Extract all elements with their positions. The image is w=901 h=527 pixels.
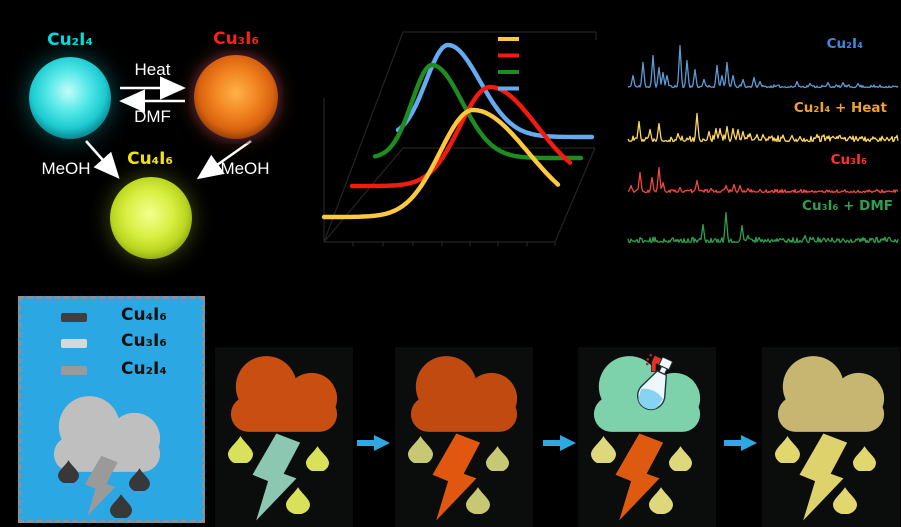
weather-icon-1: [228, 356, 338, 521]
scheme-arrows: [85, 76, 252, 180]
emission-spectra-chart: [321, 31, 597, 246]
cloud-shape: [230, 356, 338, 432]
label-cu2i4: Cu₂I₄: [47, 30, 93, 50]
spectra-3d-frame: [323, 31, 597, 246]
raindrop: [306, 446, 329, 471]
meoh-right-arrow: [196, 139, 252, 180]
raindrop: [286, 487, 310, 514]
weather-panel-2: [395, 347, 533, 527]
sequence-arrow-1: [357, 435, 390, 451]
vial-photo-cu4i6: [110, 177, 192, 259]
raindrop: [591, 436, 616, 463]
pxrd-label-cu3i6: Cu₃I₆: [830, 152, 867, 168]
legend-label-cu3i6: Cu₃I₆: [121, 331, 167, 351]
pxrd-traces: [627, 44, 899, 244]
meoh-left-arrow: [85, 140, 120, 179]
label-cu3i6: Cu₃I₆: [213, 29, 259, 49]
weather-legend-panel: Cu₄I₆ Cu₃I₆ Cu₂I₄: [18, 296, 205, 523]
raindrop: [669, 446, 692, 471]
pxrd-label-cu3i6-dmf: Cu₃I₆ + DMF: [802, 198, 893, 214]
transformation-scheme-panel: Cu₂I₄ Cu₃I₆ Cu₄I₆ Heat DMF MeOH MeOH: [0, 0, 300, 290]
weather-panel-3: [578, 347, 716, 527]
raindrop: [466, 487, 490, 514]
sequence-arrow-2: [543, 435, 576, 451]
weather-panel-1: [215, 347, 353, 527]
raindrop: [775, 436, 800, 463]
spectra-curves: [321, 42, 595, 220]
weather-panel-4: [762, 347, 900, 527]
raindrop: [853, 446, 876, 471]
pxrd-label-cu2i4-heat: Cu₂I₄ + Heat: [793, 100, 887, 116]
label-cu4i6: Cu₄I₆: [127, 149, 173, 169]
raindrop: [649, 487, 673, 514]
weather-icon-2: [408, 356, 518, 521]
weather-icon-3: [591, 351, 701, 521]
meoh-left-label: MeOH: [41, 159, 91, 178]
legend-weather-pictogram: [53, 396, 161, 518]
swatch-cu2i4: [61, 366, 87, 375]
sequence-arrow-3: [724, 435, 757, 451]
swatch-cu3i6: [61, 339, 87, 348]
x-axis-ticks: [352, 242, 556, 246]
meoh-right-label: MeOH: [220, 159, 270, 178]
cloud-shape: [410, 356, 518, 432]
heat-label: Heat: [134, 60, 171, 79]
legend-label-cu2i4: Cu₂I₄: [121, 359, 167, 379]
vial-photo-cu2i4: [29, 57, 111, 139]
raindrop: [486, 446, 509, 471]
swatch-cu4i6: [61, 313, 87, 322]
pxrd-label-cu2i4: Cu₂I₄: [826, 36, 863, 52]
raindrop: [228, 436, 253, 463]
cloud-shape: [777, 356, 885, 432]
weather-icon-4: [775, 356, 885, 521]
raindrop: [833, 487, 857, 514]
dmf-label: DMF: [134, 107, 171, 126]
raindrop: [408, 436, 433, 463]
legend-label-cu4i6: Cu₄I₆: [121, 305, 167, 325]
pxrd-panel: Cu₂I₄ Cu₂I₄ + Heat Cu₃I₆ Cu₃I₆ + DMF: [611, 0, 901, 260]
spectra-legend: [498, 37, 519, 91]
vial-photo-cu3i6: [194, 55, 278, 139]
